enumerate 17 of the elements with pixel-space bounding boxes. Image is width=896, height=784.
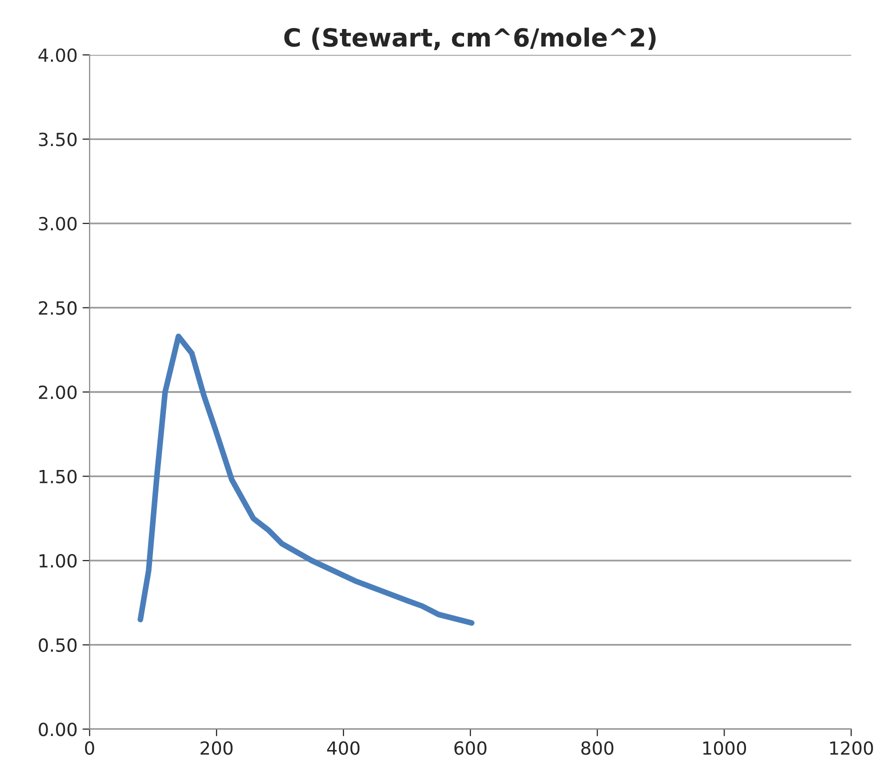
chart-title: C (Stewart, cm^6/mole^2)	[284, 28, 656, 50]
y-tick-label: 2.00	[38, 385, 77, 400]
y-tick-label: 1.00	[40, 554, 77, 568]
x-tick-label: 0	[85, 741, 94, 755]
y-tick-label: 2.50	[38, 301, 77, 315]
y-tick-label: 3.50	[38, 132, 77, 146]
x-tick-label: 1200	[830, 741, 873, 755]
y-tick-label: 0.50	[38, 638, 77, 652]
x-tick-label: 400	[327, 741, 360, 755]
y-tick-label: 3.00	[38, 216, 77, 231]
x-tick-label: 200	[200, 741, 233, 755]
y-tick-label: 1.50	[40, 470, 77, 484]
y-tick-label: 4.00	[38, 48, 77, 62]
x-tick-label: 800	[581, 741, 614, 755]
y-tick-label: 0.00	[38, 722, 77, 736]
x-tick-label: 600	[454, 741, 486, 755]
x-tick-label: 1000	[703, 741, 746, 755]
